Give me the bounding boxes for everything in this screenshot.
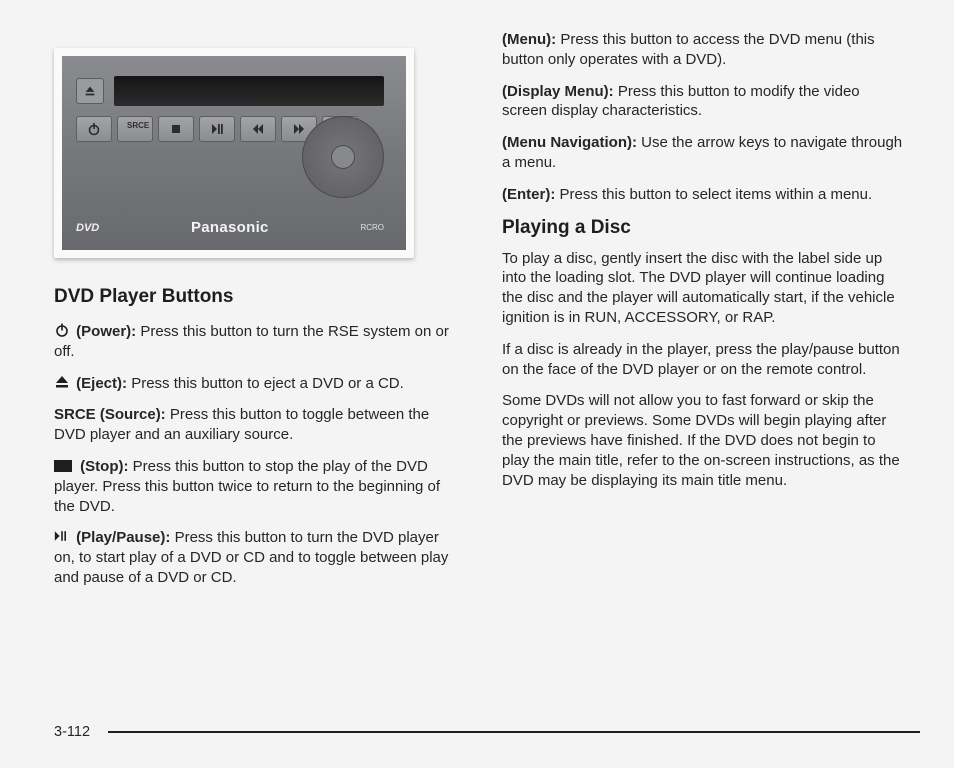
entry-text: Press this button to select items within…: [560, 186, 873, 203]
entry-menu-navigation: (Menu Navigation): Use the arrow keys to…: [502, 133, 906, 173]
eject-icon: [54, 374, 70, 390]
device-prev-button: [240, 116, 276, 142]
device-source-button: SRCE: [117, 116, 153, 142]
entry-enter: (Enter): Press this button to select ite…: [502, 185, 906, 205]
eject-button: [76, 78, 104, 104]
entry-power: (Power): Press this button to turn the R…: [54, 322, 458, 362]
entry-prefix: SRCE: [54, 406, 100, 423]
nav-enter-button: [331, 145, 355, 169]
entry-label: (Source):: [100, 406, 166, 423]
device-play-pause-button: [199, 116, 235, 142]
stop-icon: [54, 460, 72, 472]
device-stop-button: [158, 116, 194, 142]
device-brand-row: DVD Panasonic RCRO: [76, 219, 384, 236]
page-number: 3-112: [54, 724, 90, 740]
entry-label: (Power):: [76, 323, 136, 340]
two-column-layout: SRCE DVD Panasonic: [54, 30, 906, 600]
device-nav-pad: [302, 116, 384, 198]
entry-play-pause: (Play/Pause): Press this button to turn …: [54, 528, 458, 587]
entry-label: (Eject):: [76, 375, 127, 392]
entry-eject: (Eject): Press this button to eject a DV…: [54, 374, 458, 394]
left-column: SRCE DVD Panasonic: [54, 30, 458, 600]
nav-down-icon: [337, 180, 349, 192]
right-column: (Menu): Press this button to access the …: [502, 30, 906, 600]
page-footer: 3-112: [54, 724, 920, 740]
entry-text: Press this button to eject a DVD or a CD…: [131, 375, 404, 392]
entry-label: (Play/Pause):: [76, 529, 170, 546]
nav-right-icon: [366, 151, 378, 163]
brand-text: Panasonic: [191, 219, 269, 236]
nav-up-icon: [337, 122, 349, 134]
entry-label: (Menu Navigation):: [502, 134, 637, 151]
dvd-player-photo: SRCE DVD Panasonic: [54, 48, 414, 258]
entry-menu: (Menu): Press this button to access the …: [502, 30, 906, 70]
play-pause-icon: [54, 528, 70, 544]
dvd-buttons-heading: DVD Player Buttons: [54, 286, 458, 308]
manual-page: SRCE DVD Panasonic: [0, 0, 954, 768]
entry-label: (Menu):: [502, 31, 556, 48]
entry-stop: (Stop): Press this button to stop the pl…: [54, 457, 458, 516]
power-icon: [54, 322, 70, 338]
nav-left-icon: [308, 151, 320, 163]
entry-display-menu: (Display Menu): Press this button to mod…: [502, 82, 906, 122]
paragraph: Some DVDs will not allow you to fast for…: [502, 391, 906, 490]
paragraph: If a disc is already in the player, pres…: [502, 340, 906, 380]
playing-a-disc-heading: Playing a Disc: [502, 217, 906, 239]
entry-label: (Stop):: [80, 458, 128, 475]
paragraph: To play a disc, gently insert the disc w…: [502, 249, 906, 328]
disc-slot: [114, 76, 384, 106]
device-power-button: [76, 116, 112, 142]
dvd-badge: DVD: [76, 222, 99, 234]
entry-label: (Display Menu):: [502, 83, 614, 100]
entry-source: SRCE (Source): Press this button to togg…: [54, 405, 458, 445]
footer-rule: [108, 731, 920, 733]
entry-label: (Enter):: [502, 186, 555, 203]
device-caption-text: RCRO: [360, 223, 384, 232]
entry-text: Press this button to access the DVD menu…: [502, 31, 875, 68]
